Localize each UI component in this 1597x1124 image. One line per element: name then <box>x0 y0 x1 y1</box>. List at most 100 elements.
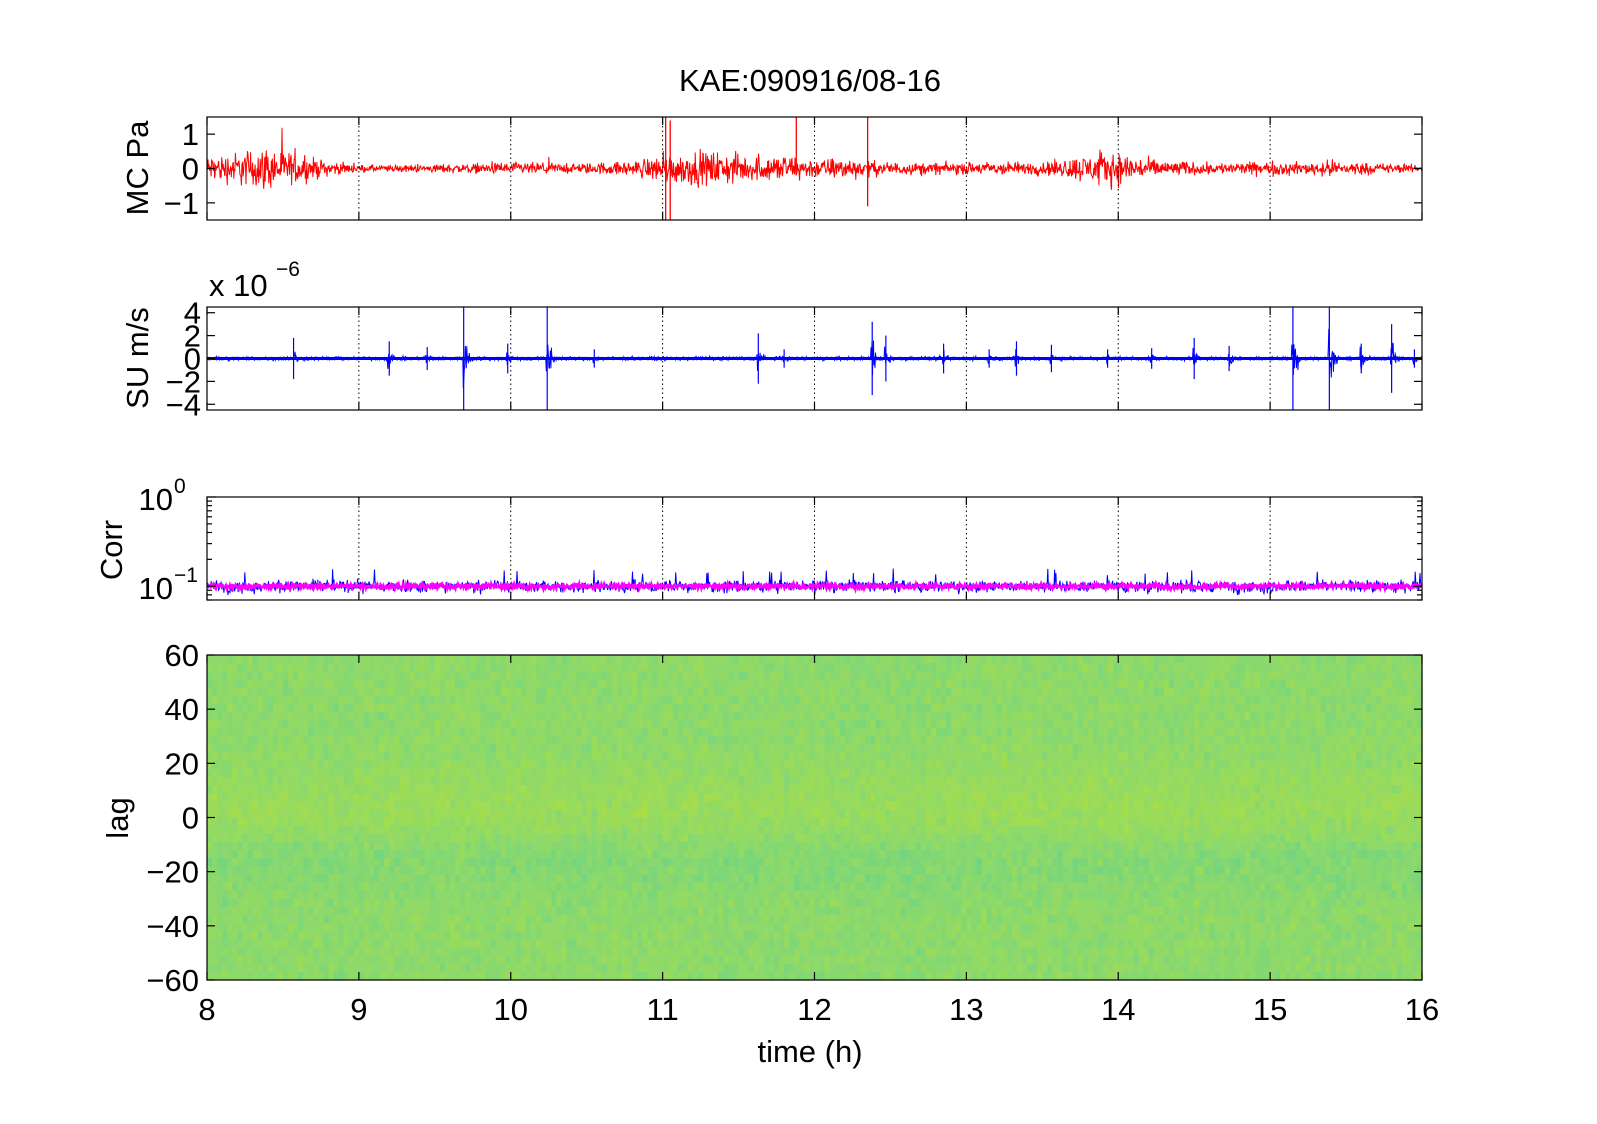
heatmap-cell <box>247 736 254 745</box>
heatmap-cell <box>232 817 238 827</box>
heatmap-cell <box>657 768 664 778</box>
heatmap-cell <box>1376 736 1383 745</box>
heatmap-cell <box>434 768 441 778</box>
heatmap-cell <box>880 752 886 762</box>
heatmap-cell <box>596 744 603 754</box>
heatmap-cell <box>941 720 947 729</box>
heatmap-cell <box>495 671 502 680</box>
heatmap-cell <box>1249 793 1256 802</box>
heatmap-cell <box>480 736 487 745</box>
heatmap-cell <box>910 752 917 762</box>
heatmap-cell <box>379 744 385 754</box>
heatmap-cell <box>698 720 704 729</box>
heatmap-cell <box>1199 711 1205 721</box>
heatmap-cell <box>495 785 502 794</box>
heatmap-cell <box>774 728 780 737</box>
heatmap-cell <box>1209 663 1216 672</box>
heatmap-cell <box>941 728 947 737</box>
heatmap-cell <box>217 655 223 664</box>
heatmap-cell <box>1037 801 1043 810</box>
heatmap-cell <box>1285 687 1291 697</box>
heatmap-cell <box>642 655 649 664</box>
heatmap-cell <box>510 679 517 689</box>
heatmap-cell <box>733 801 740 810</box>
heatmap-cell <box>1108 728 1114 737</box>
heatmap-cell <box>966 793 973 802</box>
heatmap-cell <box>515 703 522 713</box>
heatmap-cell <box>794 728 800 737</box>
heatmap-cell <box>1072 752 1079 762</box>
heatmap-cell <box>1361 760 1367 770</box>
heatmap-cell <box>531 655 537 664</box>
heatmap-cell <box>242 744 249 754</box>
heatmap-cell <box>794 744 800 754</box>
heatmap-cell <box>991 679 998 689</box>
heatmap-cell <box>429 711 436 721</box>
heatmap-cell <box>961 793 967 802</box>
heatmap-cell <box>1280 711 1286 721</box>
heatmap-cell <box>1173 744 1180 754</box>
heatmap-cell <box>1234 801 1241 810</box>
heatmap-cell <box>865 703 871 713</box>
heatmap-cell <box>1087 760 1094 770</box>
heatmap-cell <box>384 655 390 664</box>
heatmap-cell <box>1052 728 1059 737</box>
heatmap-cell <box>606 752 613 762</box>
heatmap-cell <box>748 776 755 786</box>
heatmap-cell <box>308 679 314 689</box>
heatmap-cell <box>961 809 967 819</box>
heatmap-cell <box>1396 711 1403 721</box>
heatmap-cell <box>288 785 294 794</box>
heatmap-cell <box>981 671 988 680</box>
heatmap-cell <box>971 744 978 754</box>
heatmap-cell <box>880 744 886 754</box>
heatmap-cell <box>485 663 492 672</box>
heatmap-cell <box>1391 655 1398 664</box>
heatmap-cell <box>1103 695 1109 705</box>
heatmap-cell <box>293 655 299 664</box>
heatmap-cell <box>774 809 780 819</box>
heatmap-cell <box>1194 720 1200 729</box>
heatmap-cell <box>1341 752 1347 762</box>
heatmap-cell <box>419 679 426 689</box>
heatmap-cell <box>505 679 512 689</box>
heatmap-cell <box>814 744 821 754</box>
heatmap-cell <box>1366 703 1372 713</box>
heatmap-cell <box>282 760 289 770</box>
heatmap-cell <box>1376 655 1383 664</box>
heatmap-cell <box>1275 720 1281 729</box>
heatmap-cell <box>677 736 684 745</box>
heatmap-cell <box>252 703 259 713</box>
heatmap-cell <box>657 695 664 705</box>
heatmap-cell <box>890 793 897 802</box>
heatmap-cell <box>586 736 593 745</box>
heatmap-cell <box>1047 695 1054 705</box>
heatmap-cell <box>844 703 851 713</box>
heatmap-cell <box>267 655 274 664</box>
heatmap-cell <box>510 801 517 810</box>
heatmap-cell <box>920 801 927 810</box>
heatmap-cell <box>728 768 735 778</box>
heatmap-cell <box>1244 711 1251 721</box>
heatmap-cell <box>515 720 522 729</box>
heatmap-cell <box>485 801 492 810</box>
heatmap-cell <box>1219 663 1226 672</box>
heatmap-cell <box>728 679 735 689</box>
heatmap-cell <box>1219 768 1226 778</box>
heatmap-cell <box>217 711 223 721</box>
heatmap-cell <box>839 760 846 770</box>
heatmap-cell <box>1351 671 1357 680</box>
heatmap-cell <box>839 655 846 664</box>
heatmap-cell <box>1087 752 1094 762</box>
heatmap-cell <box>1108 687 1114 697</box>
heatmap-cell <box>677 728 684 737</box>
heatmap-cell <box>890 687 897 697</box>
heatmap-cell <box>819 752 826 762</box>
heatmap-cell <box>642 744 649 754</box>
heatmap-cell <box>1027 720 1033 729</box>
heatmap-cell <box>257 809 264 819</box>
heatmap-cell <box>566 703 573 713</box>
heatmap-cell <box>682 695 689 705</box>
heatmap-cell <box>439 655 446 664</box>
heatmap-cell <box>1356 671 1362 680</box>
